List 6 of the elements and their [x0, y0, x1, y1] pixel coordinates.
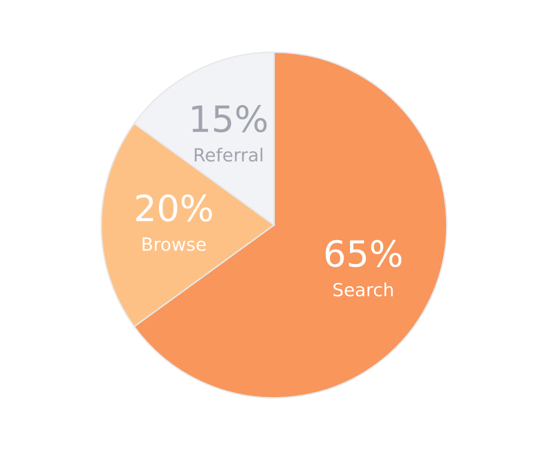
- slice-label: Search: [333, 282, 393, 296]
- data-label: 65%: [326, 240, 402, 268]
- slice-label: Referral: [194, 148, 262, 162]
- data-label: 20%: [136, 194, 212, 222]
- slice-label: Browse: [142, 238, 206, 251]
- data-label: 15%: [192, 105, 267, 132]
